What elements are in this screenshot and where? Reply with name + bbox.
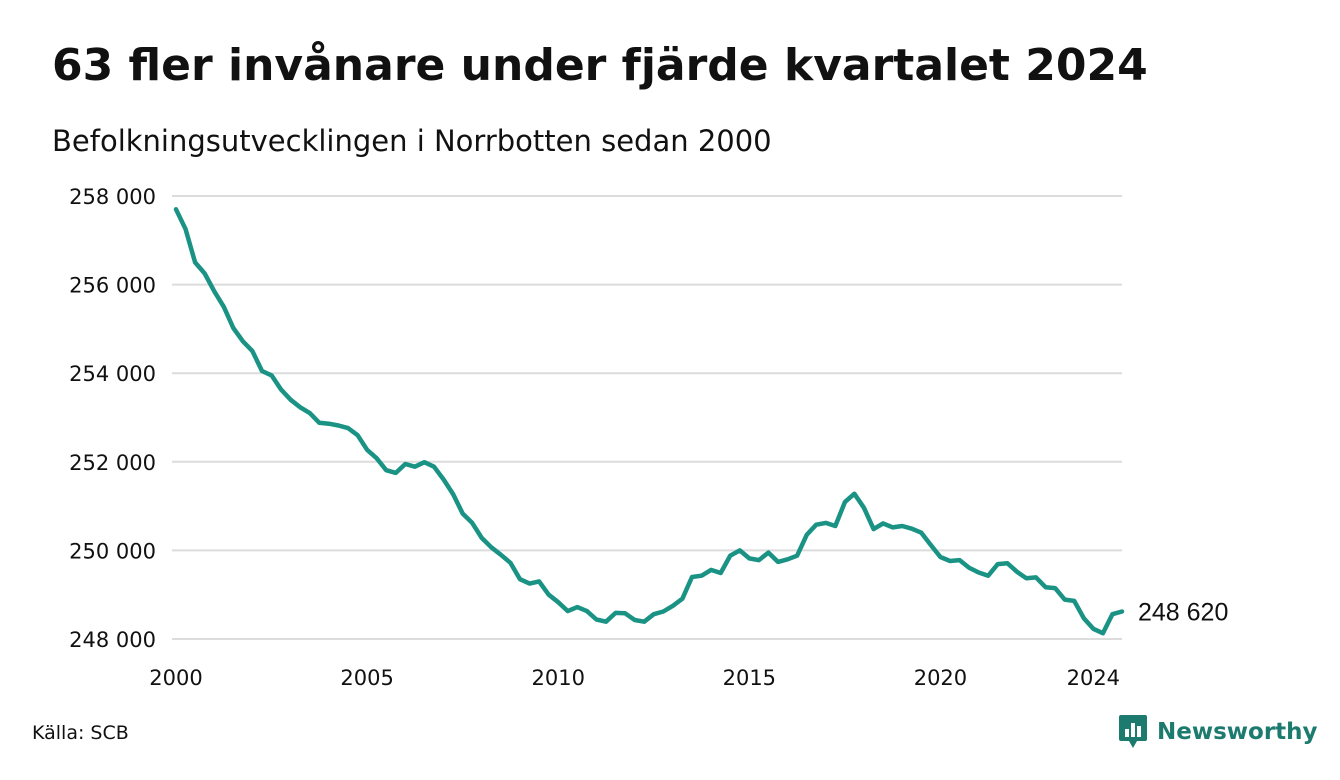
x-tick-label: 2000 (149, 666, 202, 690)
end-value-label: 248 620 (1138, 599, 1228, 627)
y-tick-label: 252 000 (69, 451, 156, 475)
x-tick-label: 2010 (531, 666, 584, 690)
line-chart: 248 000 250 000 252 000 254 000 256 000 258 0… (69, 185, 1228, 690)
series-lines (173, 207, 1125, 636)
x-tick-label: 2024 (1067, 666, 1120, 690)
x-axis-labels: 2000 2005 2010 2015 2020 2024 (149, 666, 1120, 690)
y-axis-labels: 248 000 250 000 252 000 254 000 256 000 258 0… (69, 185, 156, 652)
source-note: Källa: SCB (32, 722, 129, 744)
y-tick-label: 256 000 (69, 274, 156, 298)
series-line (173, 207, 1125, 636)
gridlines (172, 195, 1122, 640)
brand-name: Newsworthy (1157, 719, 1318, 745)
page-title: 63 fler invånare under fjärde kvartalet … (52, 40, 1148, 91)
x-tick-label: 2020 (914, 666, 967, 690)
brand-logo[interactable]: Newsworthy (1118, 712, 1318, 752)
x-tick-label: 2005 (340, 666, 393, 690)
y-tick-label: 254 000 (69, 362, 156, 386)
y-tick-label: 250 000 (69, 539, 156, 563)
x-tick-label: 2015 (723, 666, 776, 690)
bar-chart-speech-bubble-icon (1119, 715, 1147, 748)
y-tick-label: 258 000 (69, 185, 156, 209)
chart-subtitle: Befolkningsutvecklingen i Norrbotten sed… (52, 124, 772, 158)
y-tick-label: 248 000 (69, 628, 156, 652)
